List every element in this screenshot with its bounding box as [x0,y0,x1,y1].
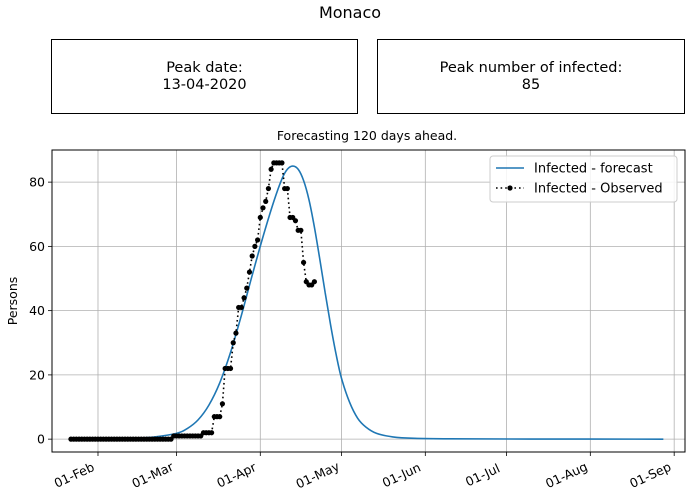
x-tick-label: 01-Apr [214,459,259,491]
peak-date-label: Peak date: [166,59,243,76]
observed-point [238,304,244,311]
grid-lines [52,150,685,452]
observed-point [263,198,269,205]
observed-point [284,185,290,192]
forecast-line [70,165,664,440]
plot-area [68,160,664,442]
legend-observed-marker [507,185,513,191]
legend: Infected - forecast Infected - Observed [489,155,678,203]
legend-forecast-label: Infected - forecast [534,162,653,177]
observed-point [219,401,226,407]
x-axis: 01-Feb 01-Mar 01-Apr 01-May 01-Jun 01-Jul 01-A… [52,452,675,491]
observed-point [217,414,223,420]
observed-point [292,218,299,224]
observed-point [230,340,236,346]
observed-point [265,185,272,192]
observed-point [246,269,253,275]
observed-point [257,214,263,221]
legend-observed-label: Infected - Observed [534,182,663,197]
observed-point [254,237,261,243]
y-tick-label: 60 [29,239,45,254]
observed-point [268,166,274,172]
y-axis: 0 20 40 60 80 [29,175,52,447]
observed-point [298,227,304,233]
x-tick-label: 01-Jul [463,460,502,489]
observed-point [249,253,255,259]
observed-point [241,295,247,301]
chart-subtitle: Forecasting 120 days ahead. [277,128,457,143]
observed-point [311,279,317,285]
figure-title: Monaco [318,3,382,22]
x-tick-label: 01-Mar [129,458,176,491]
x-tick-label: 01-Feb [52,459,97,491]
x-tick-label: 01-May [293,458,342,491]
observed-point [252,243,258,249]
axes-frame [51,149,686,453]
y-tick-label: 20 [29,367,45,382]
observed-point [209,430,215,436]
x-tick-label: 01-Sep [627,459,673,491]
y-tick-label: 80 [29,175,45,190]
legend-frame [489,155,678,203]
x-tick-label: 01-Aug [543,459,590,491]
observed-point [279,160,285,166]
peak-date-value: 13-04-2020 [162,76,247,93]
observed-point [227,365,234,372]
peak-infected-box: Peak number of infected: 85 [377,39,685,114]
observed-point [244,285,250,291]
peak-infected-label: Peak number of infected: [439,59,623,76]
observed-line [70,162,316,440]
observed-point [260,205,266,211]
x-tick-label: 01-Jun [380,460,423,491]
y-tick-label: 0 [37,432,45,447]
y-tick-label: 40 [29,303,45,318]
y-axis-label: Persons [5,277,20,326]
peak-infected-value: 85 [521,76,541,93]
peak-date-box: Peak date: 13-04-2020 [51,39,358,114]
observed-point [300,259,307,266]
observed-point [233,330,239,336]
